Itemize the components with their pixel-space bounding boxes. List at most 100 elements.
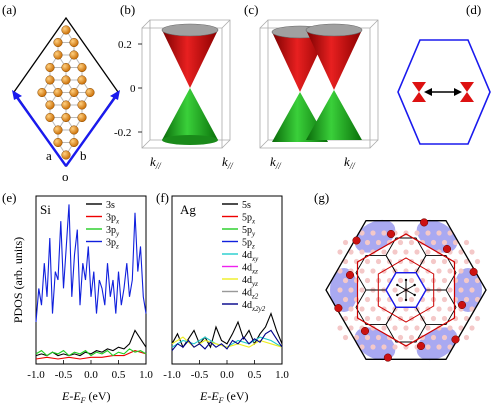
xtick-label: 0.5 <box>112 369 126 381</box>
reciprocal-point <box>430 239 437 246</box>
reciprocal-point <box>397 334 404 341</box>
reciprocal-point <box>370 344 376 350</box>
atom <box>45 112 55 123</box>
upper-cone <box>162 30 218 88</box>
atom <box>61 100 71 110</box>
panel-a: (a) a b o <box>2 2 120 184</box>
reciprocal-point <box>452 277 459 284</box>
scattering-arrow <box>397 289 407 296</box>
xtick-label: 1.0 <box>139 369 153 381</box>
atom <box>45 75 55 85</box>
reciprocal-point <box>342 258 349 265</box>
reciprocal-point <box>436 230 442 236</box>
legend-entry: 3py <box>106 225 120 238</box>
reciprocal-point <box>463 258 470 265</box>
reciprocal-point <box>364 296 371 303</box>
atom <box>53 137 63 148</box>
element-label-si: Si <box>40 202 51 217</box>
upper-cone-right <box>306 30 362 90</box>
k-axis-label-right: k// <box>222 154 234 171</box>
legend-entry: 3pz <box>106 238 119 251</box>
reciprocal-point <box>375 258 382 265</box>
xtick-label: 0.0 <box>84 369 98 381</box>
reciprocal-point <box>430 334 437 341</box>
reciprocal-point <box>452 239 459 246</box>
reciprocal-point <box>408 239 415 246</box>
k-axis-label-right-c: k// <box>344 154 356 171</box>
atom <box>77 112 87 123</box>
reciprocal-point <box>414 249 420 255</box>
reciprocal-point <box>353 277 360 284</box>
central-bz-hexagon <box>385 272 427 308</box>
atom <box>45 62 55 73</box>
reciprocal-point <box>414 230 420 236</box>
dirac-valley <box>457 300 467 310</box>
reciprocal-point <box>447 344 453 350</box>
atom <box>61 150 71 160</box>
vector-a-arrowhead <box>12 90 22 100</box>
reciprocal-point <box>359 249 365 255</box>
xticks-f: -1.0 -0.5 0.0 0.5 1.0 <box>163 360 289 381</box>
atom <box>69 37 79 48</box>
reciprocal-point <box>342 315 349 322</box>
series-f <box>171 312 283 351</box>
reciprocal-point <box>353 296 360 303</box>
reciprocal-point <box>364 239 371 246</box>
reciprocal-point <box>414 287 420 293</box>
panel-a-label: (a) <box>2 2 16 17</box>
ytick-0: 0 <box>130 83 136 95</box>
reciprocal-point <box>441 334 448 341</box>
reciprocal-point <box>408 296 415 303</box>
series-line-3pz <box>35 204 147 323</box>
plot-frame-e <box>35 195 147 365</box>
lower-cone-base <box>162 135 218 145</box>
reciprocal-point <box>403 249 409 255</box>
ytick-neg0.2: -0.2 <box>114 127 131 139</box>
dirac-valley <box>469 267 478 276</box>
legend-entry: 4dyz <box>242 275 258 288</box>
vector-a-arrow <box>15 95 67 167</box>
reciprocal-point <box>463 296 470 303</box>
reciprocal-point <box>337 325 343 331</box>
reciprocal-point <box>359 306 365 312</box>
reciprocal-point <box>337 249 343 255</box>
reciprocal-point <box>381 249 387 255</box>
scattering-arrow <box>405 289 415 296</box>
series-line-5s <box>171 312 283 349</box>
atom <box>53 87 63 98</box>
reciprocal-point <box>447 306 453 312</box>
valley-highlight <box>330 268 358 312</box>
reciprocal-point <box>447 287 453 293</box>
reciprocal-point <box>441 258 448 265</box>
reciprocal-point <box>408 334 415 341</box>
legend-entry: 3s <box>106 200 115 211</box>
atom <box>69 125 79 135</box>
atom <box>85 87 95 98</box>
xlabel-e: E-EF (eV) <box>61 389 111 405</box>
panel-f: (f) Ag 5s 5px5py5pz4dxy4dxz4dyz4dz24dx2y2… <box>156 190 289 405</box>
reciprocal-point <box>392 325 398 331</box>
xtick-label: 0.0 <box>220 369 234 381</box>
dirac-valley <box>352 236 361 245</box>
reciprocal-point <box>441 239 448 246</box>
honeycomb-lattice <box>37 25 95 160</box>
reciprocal-point <box>458 268 464 274</box>
vector-b-arrowhead <box>110 90 120 100</box>
reciprocal-point <box>430 258 437 265</box>
vector-b-arrow <box>65 95 117 167</box>
reciprocal-point <box>359 230 365 236</box>
arrow-tip <box>404 278 408 282</box>
reciprocal-point <box>425 325 431 331</box>
atom <box>61 62 71 73</box>
panel-g: (g) <box>314 190 487 362</box>
reciprocal-point <box>474 296 481 303</box>
reciprocal-point <box>342 239 349 246</box>
reciprocal-point <box>436 268 442 274</box>
panel-e-label: (e) <box>2 190 16 205</box>
reciprocal-point <box>342 277 349 284</box>
reciprocal-point <box>441 277 448 284</box>
red-inner-hexagon <box>377 257 435 323</box>
series-line-3py <box>35 348 147 357</box>
reciprocal-point <box>375 239 382 246</box>
